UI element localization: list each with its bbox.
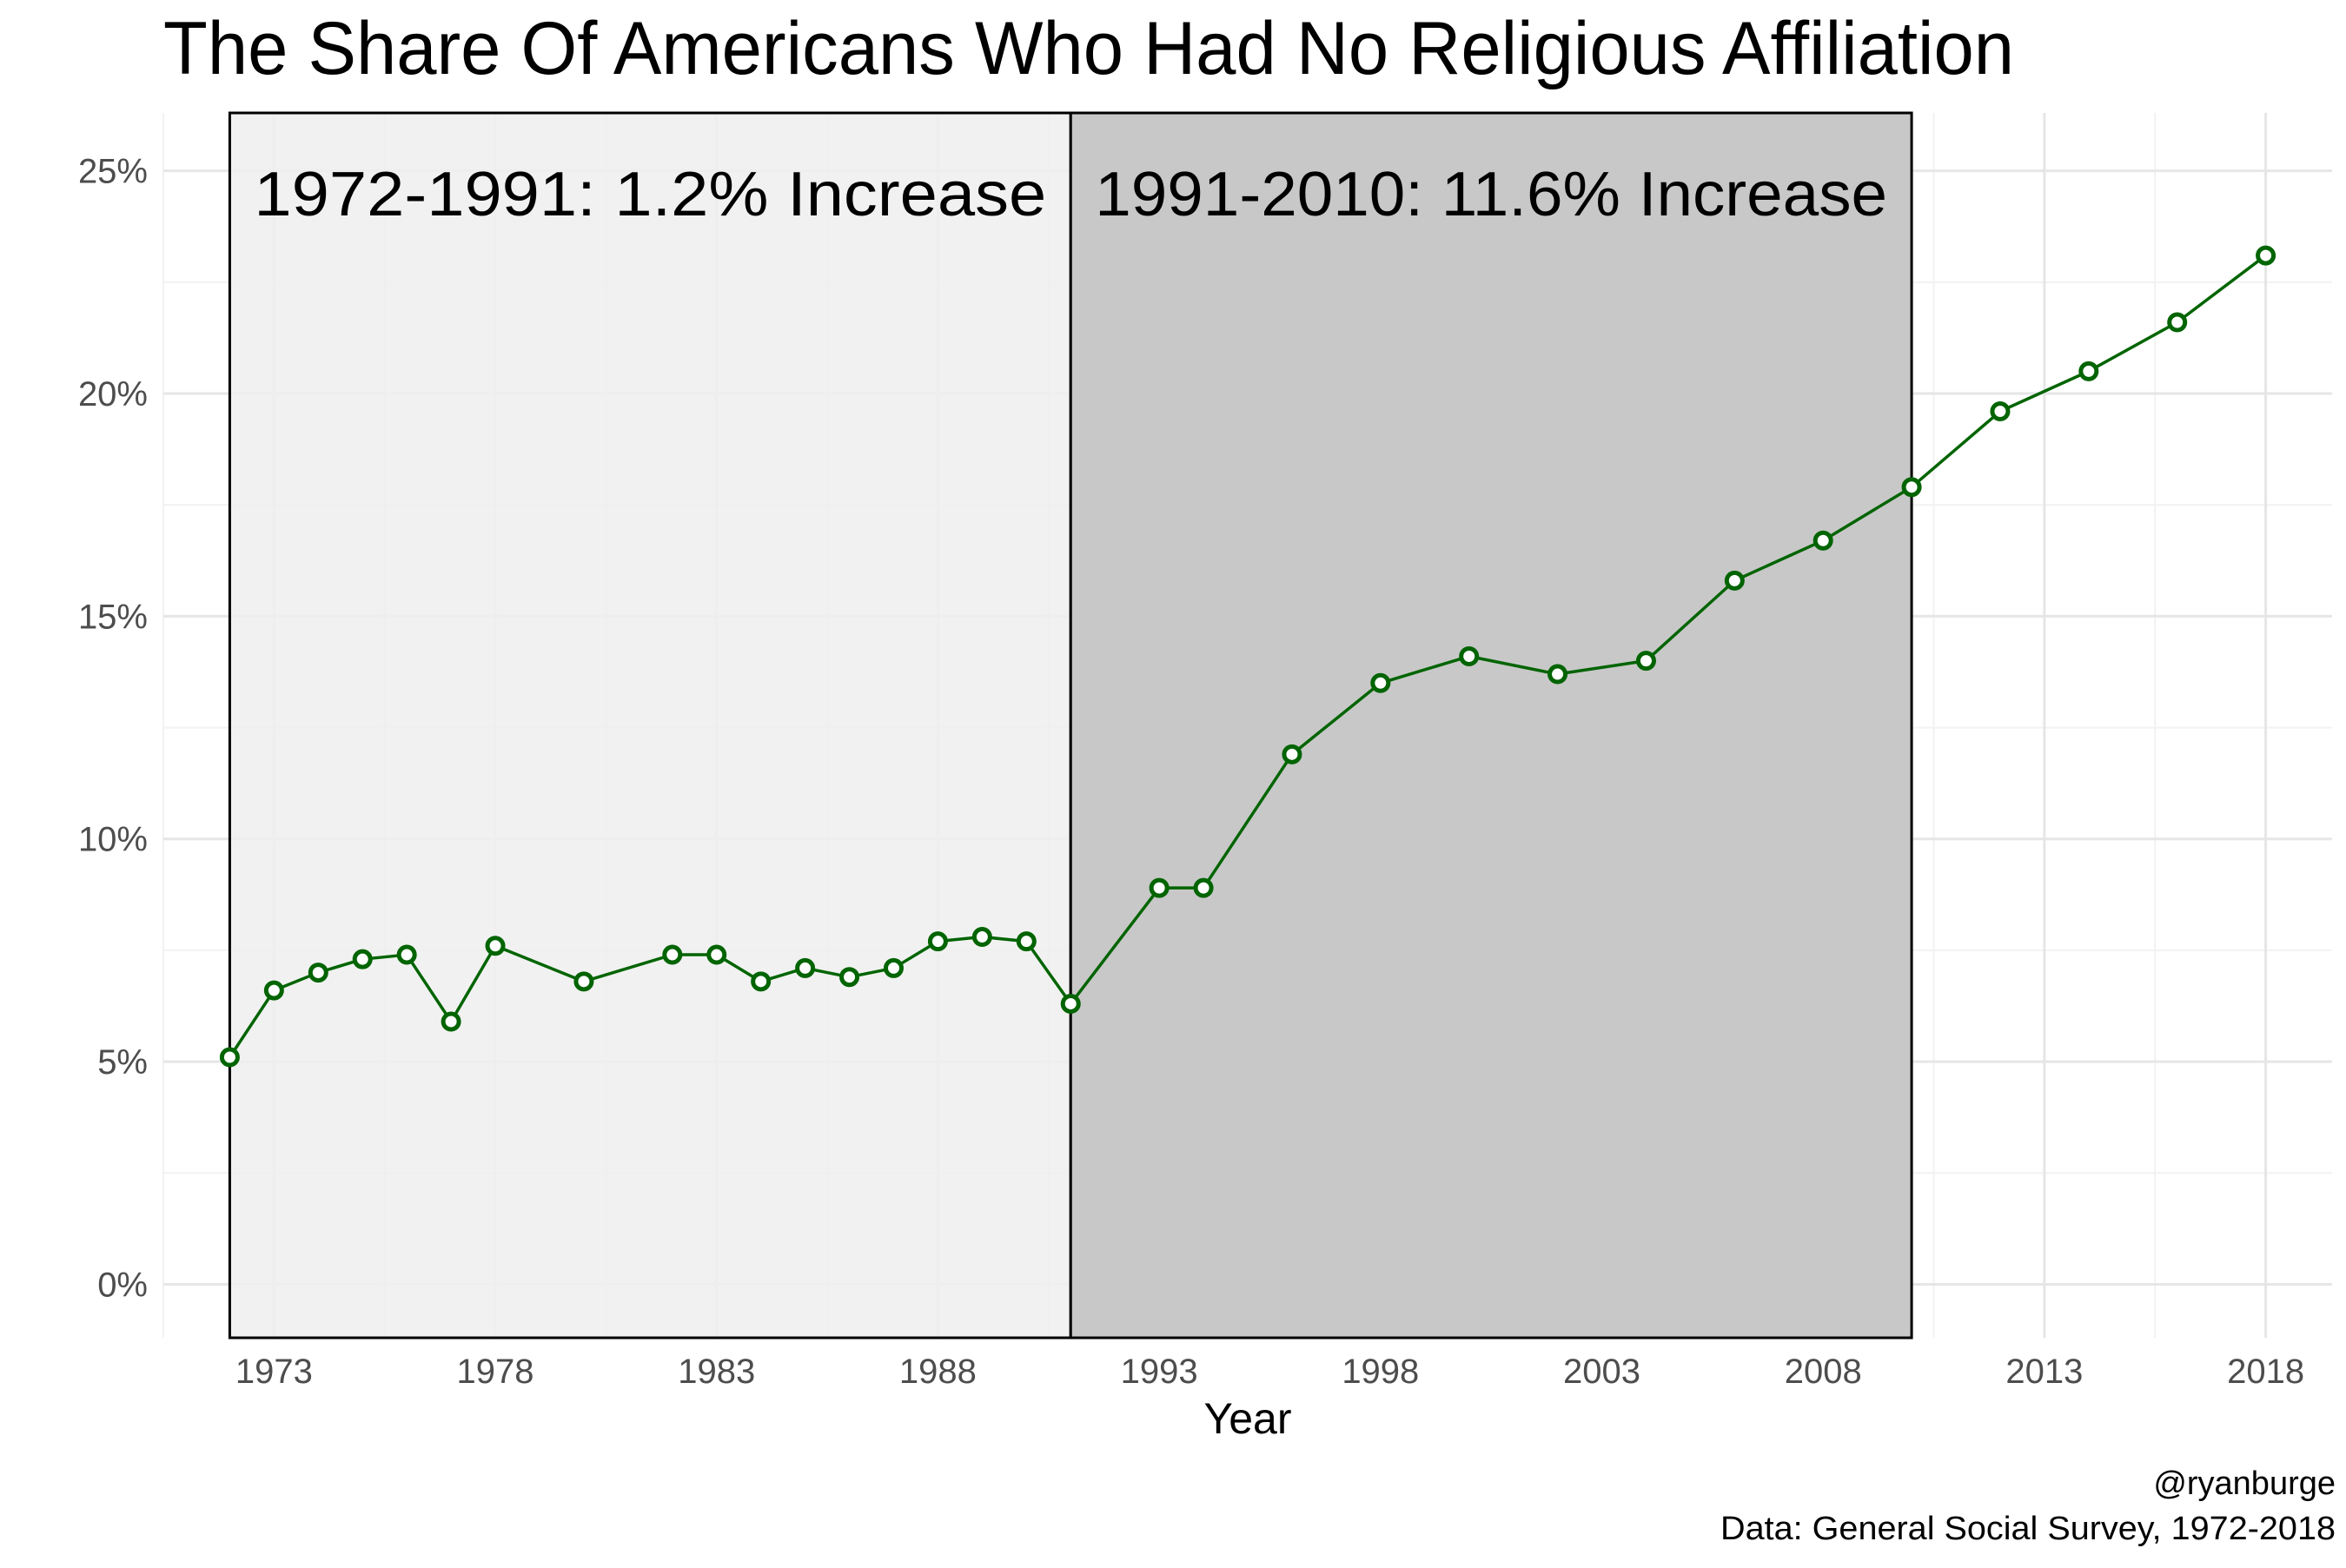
data-point (441, 1011, 461, 1032)
data-point (485, 936, 506, 956)
y-tick-label: 25% (78, 153, 148, 191)
data-point (1060, 993, 1081, 1014)
data-point (662, 944, 683, 965)
y-tick-label: 10% (78, 821, 148, 859)
chart-title: The Share Of Americans Who Had No Religi… (163, 7, 2014, 90)
data-point (573, 971, 594, 992)
data-point (219, 1047, 240, 1068)
data-point (1901, 477, 1922, 498)
data-point (352, 949, 373, 969)
data-point (308, 963, 328, 983)
data-point (839, 967, 860, 988)
data-point (927, 931, 948, 952)
y-tick-label: 0% (97, 1266, 148, 1304)
data-point (1990, 401, 2011, 422)
data-point (795, 957, 816, 978)
x-tick-label: 2013 (2005, 1353, 2083, 1391)
data-point (1370, 672, 1391, 693)
data-point (1149, 877, 1170, 898)
data-point (1635, 651, 1656, 672)
x-axis-label: Year (1203, 1394, 1291, 1443)
data-point (2078, 361, 2099, 381)
x-tick-label: 1978 (457, 1353, 534, 1391)
y-tick-label: 15% (78, 598, 148, 636)
shaded-region (1069, 111, 1913, 1340)
x-tick-label: 1993 (1121, 1353, 1198, 1391)
data-points (219, 245, 2276, 1068)
data-point (2256, 245, 2276, 266)
data-point (1547, 664, 1568, 685)
data-point (1282, 744, 1302, 764)
data-point (1459, 646, 1480, 667)
data-point (1813, 530, 1833, 551)
series-line (228, 254, 2267, 1058)
y-axis-tick-labels: 0% 5% 10% 15% 20% 25% (78, 153, 148, 1305)
data-point (1193, 877, 1214, 898)
caption-handle: @ryanburge (2153, 1465, 2336, 1502)
data-point (971, 927, 992, 948)
data-point (396, 944, 417, 965)
series-line-group (228, 254, 2267, 1058)
x-tick-label: 2018 (2227, 1353, 2304, 1391)
region-label: 1972-1991: 1.2% Increase (254, 160, 1046, 229)
x-tick-label: 1983 (678, 1353, 755, 1391)
data-point (751, 971, 772, 992)
data-point (2167, 312, 2188, 333)
y-tick-label: 5% (97, 1043, 148, 1082)
caption-source: Data: General Social Survey, 1972-2018 (1720, 1511, 2336, 1547)
shaded-regions (228, 111, 1913, 1340)
x-tick-label: 1973 (235, 1353, 313, 1391)
region-annotations: 1972-1991: 1.2% Increase 1991-2010: 11.6%… (254, 160, 1887, 229)
data-point (883, 957, 904, 978)
x-tick-label: 2003 (1563, 1353, 1640, 1391)
x-tick-label: 1998 (1342, 1353, 1419, 1391)
data-point (1724, 570, 1745, 591)
shaded-region (228, 111, 1072, 1340)
x-axis-tick-labels: 1973 1978 1983 1988 1993 1998 2003 2008 2013 2018 (235, 1353, 2304, 1391)
data-point (263, 980, 284, 1001)
data-point (1016, 931, 1037, 952)
x-tick-label: 1988 (899, 1353, 977, 1391)
y-tick-label: 20% (78, 375, 148, 414)
x-tick-label: 2008 (1785, 1353, 1862, 1391)
data-point (706, 944, 727, 965)
region-label: 1991-2010: 11.6% Increase (1095, 160, 1887, 229)
